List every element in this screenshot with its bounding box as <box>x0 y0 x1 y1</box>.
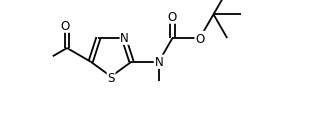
Text: O: O <box>168 11 177 24</box>
Text: O: O <box>195 32 205 45</box>
Text: S: S <box>107 71 115 84</box>
Text: O: O <box>60 20 70 33</box>
Text: N: N <box>154 56 163 69</box>
Text: N: N <box>120 32 129 45</box>
